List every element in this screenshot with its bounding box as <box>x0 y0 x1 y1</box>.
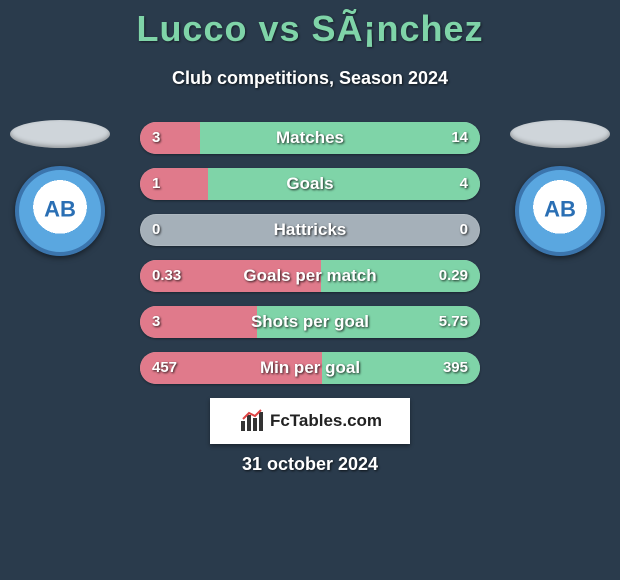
stat-bar-right <box>322 352 480 384</box>
stat-row: 14Goals <box>140 168 480 200</box>
stat-bar-left <box>140 168 208 200</box>
stats-bars: 314Matches 14Goals 0 0Hattricks 0.330.29Goal… <box>140 122 480 398</box>
stat-bar-left <box>140 352 322 384</box>
stat-bar-left <box>140 306 257 338</box>
ellipse-shadow-left <box>10 120 110 148</box>
stat-row: 0.330.29Goals per match <box>140 260 480 292</box>
stat-row: 0 0Hattricks <box>140 214 480 246</box>
stat-value-right: 0 <box>448 214 480 246</box>
page-title: Lucco vs SÃ¡nchez <box>0 0 620 50</box>
fctables-logo: FcTables.com <box>210 398 410 444</box>
subtitle: Club competitions, Season 2024 <box>0 68 620 89</box>
stat-row: 457395Min per goal <box>140 352 480 384</box>
stat-row: 35.75Shots per goal <box>140 306 480 338</box>
team-badge-left <box>10 120 110 256</box>
club-badge-right <box>515 166 605 256</box>
date-text: 31 october 2024 <box>0 454 620 475</box>
club-badge-left <box>15 166 105 256</box>
stat-bar-right <box>257 306 480 338</box>
stat-row: 314Matches <box>140 122 480 154</box>
stat-bar-left <box>140 260 321 292</box>
logo-text: FcTables.com <box>270 411 382 431</box>
stat-bar-right <box>321 260 480 292</box>
ellipse-shadow-right <box>510 120 610 148</box>
team-badge-right <box>510 120 610 256</box>
chart-icon <box>238 407 266 435</box>
stat-bar-left <box>140 122 200 154</box>
stat-label: Hattricks <box>140 214 480 246</box>
stat-value-left: 0 <box>140 214 172 246</box>
stat-bar-right <box>208 168 480 200</box>
stat-bar-right <box>200 122 480 154</box>
